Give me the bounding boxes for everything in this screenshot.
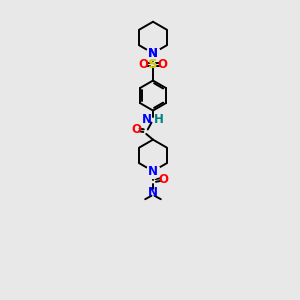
Text: N: N bbox=[142, 113, 152, 126]
Text: H: H bbox=[154, 113, 164, 126]
Text: N: N bbox=[148, 47, 158, 60]
Text: N: N bbox=[148, 47, 158, 60]
Text: S: S bbox=[148, 58, 158, 70]
Text: N: N bbox=[148, 165, 158, 178]
Text: O: O bbox=[131, 123, 141, 136]
Text: O: O bbox=[157, 58, 167, 70]
Text: N: N bbox=[148, 186, 158, 199]
Text: O: O bbox=[139, 58, 149, 70]
Text: O: O bbox=[158, 173, 168, 186]
